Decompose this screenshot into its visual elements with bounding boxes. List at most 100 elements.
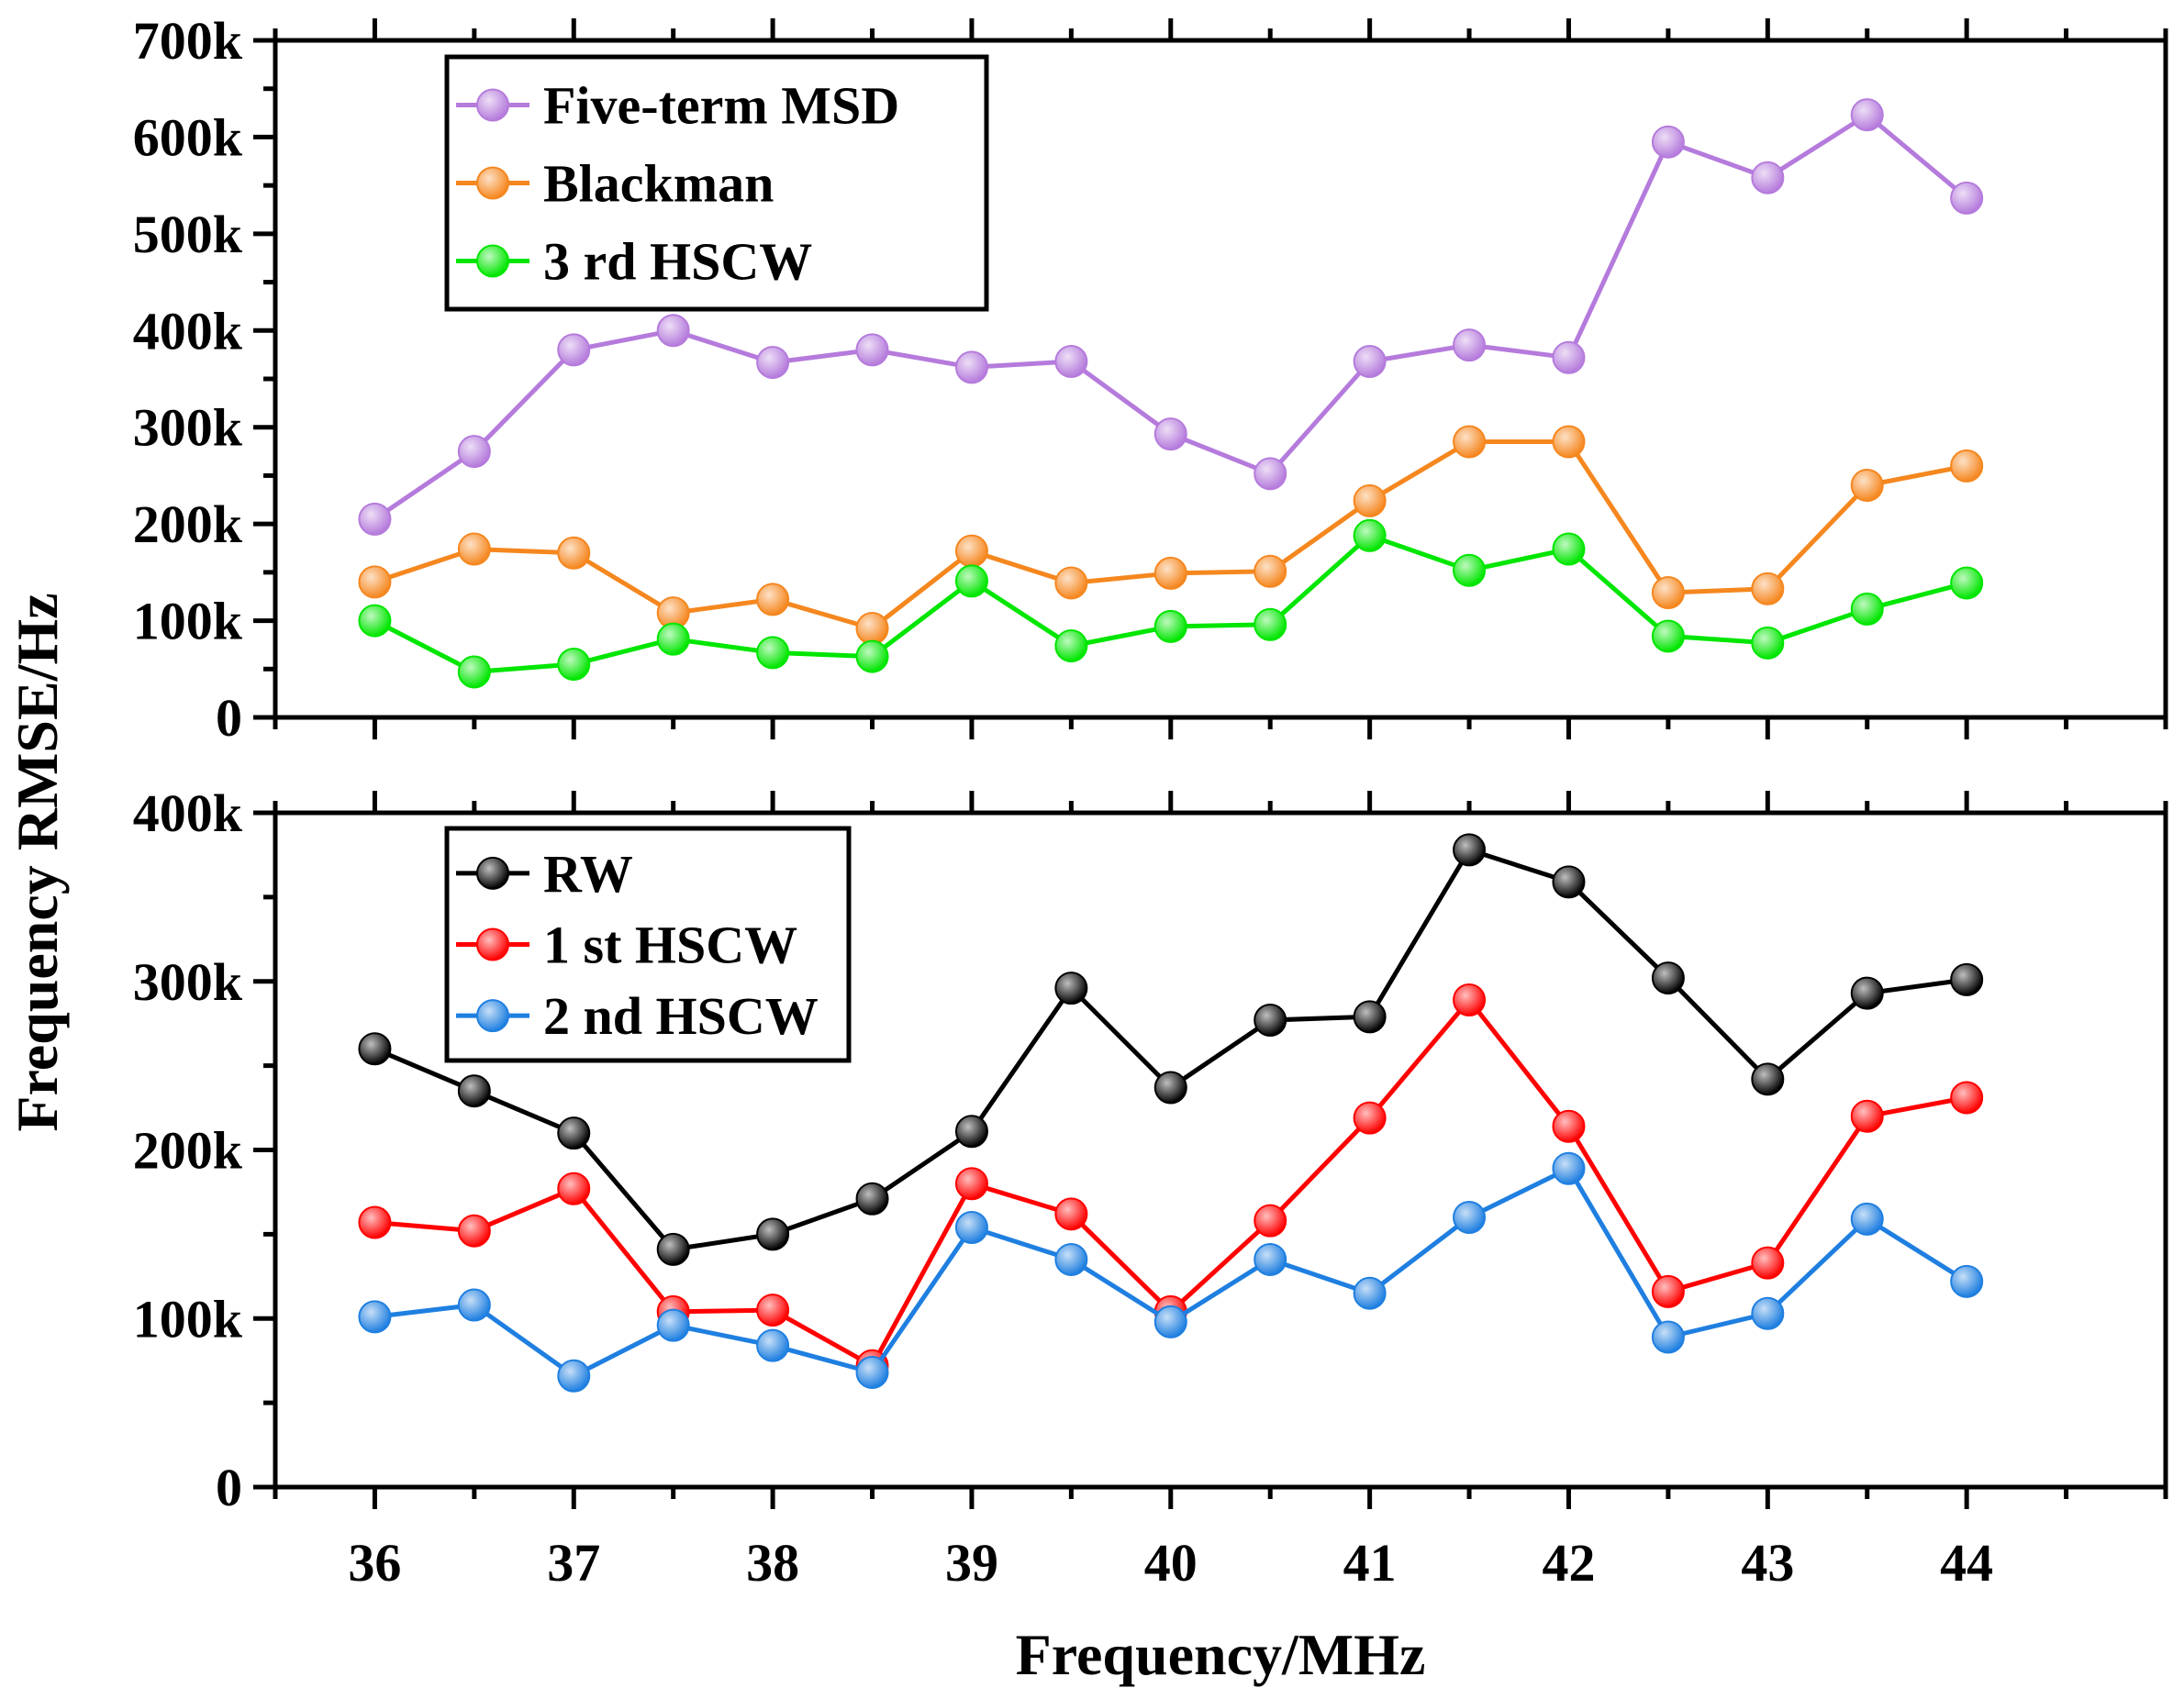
data-point bbox=[1850, 1099, 1884, 1133]
data-point bbox=[1054, 628, 1088, 662]
data-point bbox=[1153, 609, 1187, 643]
y-tick-label: 300k bbox=[133, 952, 243, 1012]
y-tick-label: 0 bbox=[216, 1458, 242, 1517]
x-tick-label: 40 bbox=[1144, 1533, 1198, 1593]
data-point bbox=[855, 1356, 889, 1390]
data-point bbox=[358, 565, 392, 599]
data-point bbox=[1353, 518, 1387, 552]
data-point bbox=[1153, 417, 1187, 451]
legend-label: 2 nd HSCW bbox=[543, 986, 819, 1046]
data-point bbox=[756, 346, 790, 380]
data-point bbox=[1651, 1320, 1685, 1354]
y-tick-label: 200k bbox=[133, 494, 243, 554]
data-point bbox=[756, 583, 790, 616]
x-tick-label: 41 bbox=[1343, 1533, 1397, 1593]
x-tick-label: 42 bbox=[1542, 1533, 1595, 1593]
x-tick-label: 39 bbox=[945, 1533, 998, 1593]
data-point bbox=[855, 333, 889, 367]
data-point bbox=[1153, 1305, 1187, 1338]
data-point bbox=[954, 564, 988, 598]
y-tick-label: 700k bbox=[133, 11, 243, 71]
x-tick-label: 44 bbox=[1940, 1533, 1993, 1593]
data-point bbox=[457, 532, 491, 566]
data-point bbox=[358, 502, 392, 536]
legend-marker bbox=[476, 166, 509, 200]
data-point bbox=[1850, 976, 1884, 1010]
data-point bbox=[557, 1116, 591, 1150]
data-point bbox=[1453, 1201, 1487, 1234]
data-point bbox=[1453, 983, 1487, 1016]
data-point bbox=[557, 1172, 591, 1205]
data-point bbox=[1950, 1081, 1984, 1115]
x-axis-title: Frequency/MHz bbox=[1016, 1622, 1426, 1687]
data-point bbox=[457, 435, 491, 469]
data-point bbox=[1552, 340, 1586, 374]
data-point bbox=[954, 534, 988, 568]
data-point bbox=[1850, 98, 1884, 132]
legend-label: 3 rd HSCW bbox=[543, 232, 812, 292]
data-point bbox=[1353, 1276, 1387, 1310]
data-point bbox=[1751, 1296, 1785, 1330]
data-point bbox=[1153, 556, 1187, 590]
data-point bbox=[1651, 575, 1685, 609]
data-point bbox=[1054, 566, 1088, 600]
legend-marker bbox=[476, 927, 509, 961]
legend-marker bbox=[476, 88, 509, 122]
data-point bbox=[1254, 607, 1287, 641]
y-tick-label: 200k bbox=[133, 1121, 243, 1181]
data-point bbox=[557, 536, 591, 570]
y-tick-label: 300k bbox=[133, 398, 243, 458]
data-point bbox=[457, 1288, 491, 1322]
y-tick-label: 400k bbox=[133, 301, 243, 361]
x-tick-label: 43 bbox=[1741, 1533, 1794, 1593]
data-point bbox=[358, 1032, 392, 1066]
data-point bbox=[1453, 833, 1487, 867]
data-point bbox=[1353, 1101, 1387, 1135]
data-point bbox=[1054, 1242, 1088, 1276]
x-tick-label: 36 bbox=[348, 1533, 401, 1593]
data-point bbox=[954, 1211, 988, 1245]
legend-label: Five-term MSD bbox=[543, 76, 899, 136]
y-tick-label: 600k bbox=[133, 107, 243, 167]
data-point bbox=[1552, 1151, 1586, 1185]
x-tick-label: 38 bbox=[746, 1533, 799, 1593]
legend-label: 1 st HSCW bbox=[543, 916, 797, 975]
y-tick-label: 100k bbox=[133, 1289, 243, 1349]
data-point bbox=[756, 636, 790, 670]
data-point bbox=[1751, 161, 1785, 194]
data-point bbox=[1254, 1204, 1287, 1238]
data-point bbox=[756, 1328, 790, 1362]
data-point bbox=[1751, 1062, 1785, 1096]
data-point bbox=[1651, 125, 1685, 159]
data-point bbox=[1353, 345, 1387, 379]
data-point bbox=[457, 1214, 491, 1248]
data-point bbox=[1054, 345, 1088, 379]
data-point bbox=[1651, 961, 1685, 995]
data-point bbox=[1453, 553, 1487, 587]
data-point bbox=[1552, 865, 1586, 899]
data-point bbox=[1552, 425, 1586, 459]
data-point bbox=[1751, 572, 1785, 605]
data-point bbox=[1254, 1242, 1287, 1276]
data-point bbox=[1850, 468, 1884, 502]
data-point bbox=[954, 1115, 988, 1149]
data-point bbox=[1254, 1004, 1287, 1038]
data-point bbox=[1353, 1000, 1387, 1034]
legend: RW 1 st HSCW 2 nd HSCW bbox=[444, 826, 852, 1063]
top-panel: 0 100k 200k 300k 400k 500k 600k 700k Five-term M… bbox=[133, 11, 2168, 748]
data-point bbox=[1651, 619, 1685, 653]
data-point bbox=[1353, 483, 1387, 517]
series-line bbox=[373, 439, 1967, 631]
legend-label: RW bbox=[543, 844, 633, 904]
legend: Five-term MSD Blackman 3 rd HSCW bbox=[444, 54, 989, 312]
data-point bbox=[1751, 626, 1785, 660]
data-point bbox=[656, 1308, 690, 1342]
data-point bbox=[358, 1300, 392, 1334]
y-tick-label: 500k bbox=[133, 205, 243, 264]
data-point bbox=[1552, 532, 1586, 566]
data-point bbox=[1552, 1109, 1586, 1143]
legend-marker bbox=[476, 999, 509, 1033]
data-point bbox=[457, 655, 491, 689]
data-point bbox=[1054, 972, 1088, 1005]
